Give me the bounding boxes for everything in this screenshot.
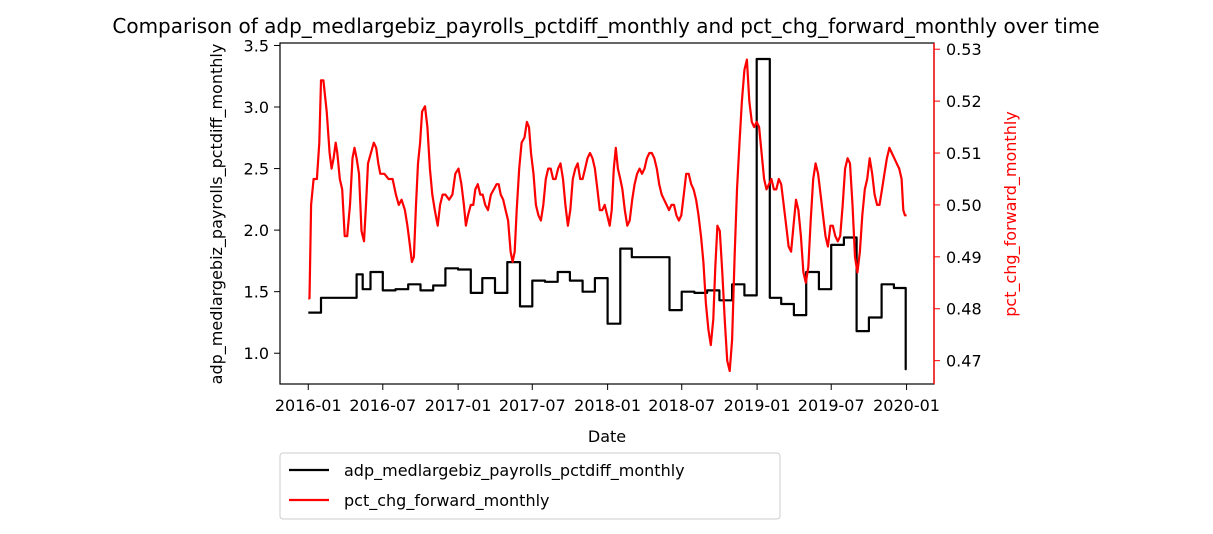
right-y-tick-label: 0.51: [946, 144, 982, 163]
x-tick-label: 2017-07: [499, 396, 566, 415]
right-y-tick-label: 0.50: [946, 196, 982, 215]
right-y-axis-label: pct_chg_forward_monthly: [1001, 111, 1021, 317]
legend: adp_medlargebiz_payrolls_pctdiff_monthly…: [279, 452, 781, 520]
left-y-tick-label: 2.0: [244, 221, 269, 240]
right-y-tick-label: 0.47: [946, 352, 982, 371]
legend-entry-adp: adp_medlargebiz_payrolls_pctdiff_monthly: [344, 461, 685, 481]
x-tick-label: 2019-01: [724, 396, 791, 415]
x-tick-label: 2016-01: [275, 396, 342, 415]
legend-box: [279, 452, 781, 520]
legend-entry-pct-chg: pct_chg_forward_monthly: [344, 491, 550, 511]
right-y-tick-label: 0.52: [946, 92, 982, 111]
right-y-tick-label: 0.48: [946, 300, 982, 319]
right-y-tick-label: 0.53: [946, 40, 982, 59]
x-tick-label: 2017-01: [425, 396, 492, 415]
left-y-tick-label: 3.5: [244, 36, 269, 55]
left-y-axis-label: adp_medlargebiz_payrolls_pctdiff_monthly: [207, 44, 227, 385]
plot-series: [308, 57, 907, 373]
left-y-tick-label: 1.5: [244, 283, 269, 302]
x-axis: 2016-01 2016-07 2017-01 2017-07 2018-01 2018-…: [275, 384, 940, 415]
chart-title: Comparison of adp_medlargebiz_payrolls_p…: [112, 14, 1099, 38]
left-y-tick-label: 2.5: [244, 160, 269, 179]
left-y-axis: 1.0 1.5 2.0 2.5 3.0 3.5: [244, 36, 280, 363]
x-tick-label: 2020-01: [873, 396, 940, 415]
left-y-tick-label: 3.0: [244, 98, 269, 117]
x-tick-label: 2016-07: [349, 396, 416, 415]
series-line-0: [308, 57, 907, 371]
x-tick-label: 2018-01: [574, 396, 641, 415]
x-axis-label: Date: [588, 427, 626, 446]
right-y-axis: 0.47 0.48 0.49 0.50 0.51 0.52 0.53: [934, 40, 982, 371]
x-tick-label: 2019-07: [798, 396, 865, 415]
x-tick-label: 2018-07: [648, 396, 715, 415]
series-line-1: [308, 58, 907, 373]
right-y-tick-label: 0.49: [946, 248, 982, 267]
left-y-tick-label: 1.0: [244, 344, 269, 363]
